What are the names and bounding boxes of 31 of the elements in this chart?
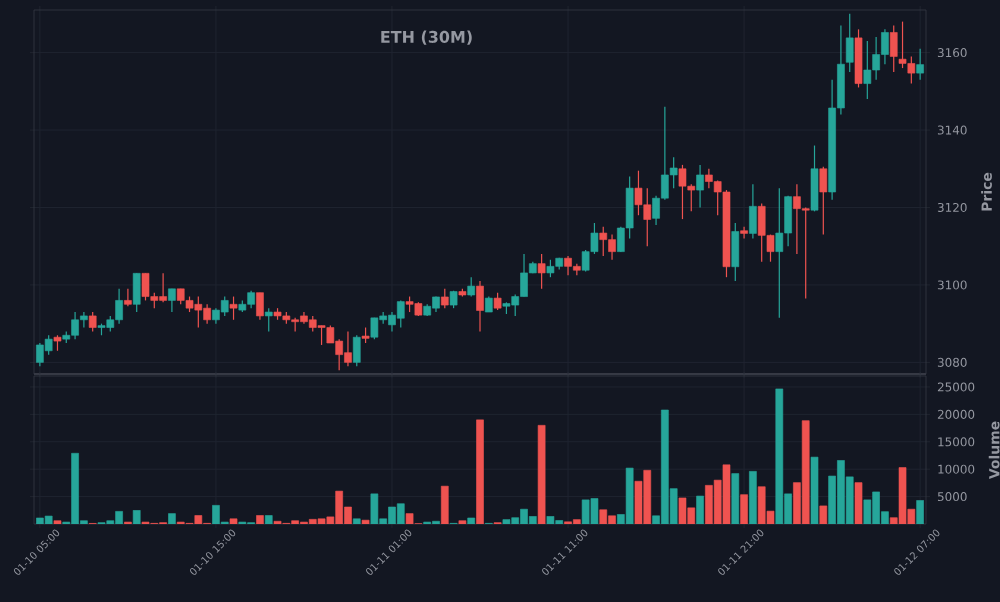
candlestick xyxy=(819,166,828,236)
candlestick xyxy=(854,28,863,89)
candlestick xyxy=(731,222,740,282)
candlestick xyxy=(264,307,273,332)
candlestick xyxy=(440,288,449,309)
candlestick xyxy=(863,40,872,100)
candlestick xyxy=(740,226,748,240)
candlestick xyxy=(141,272,150,302)
candlestick xyxy=(678,164,687,220)
candlestick xyxy=(810,144,819,212)
candlestick xyxy=(132,272,141,313)
candlestick xyxy=(370,317,379,340)
candlestick xyxy=(168,288,176,313)
candlestick xyxy=(256,292,264,321)
candlestick xyxy=(124,288,132,307)
candlestick xyxy=(220,295,229,317)
candlestick xyxy=(476,280,484,332)
candlestick xyxy=(749,183,757,240)
candlestick xyxy=(396,299,405,329)
candlestick xyxy=(696,164,704,209)
candlestick xyxy=(775,187,784,319)
candlestick xyxy=(845,13,854,73)
candlestick xyxy=(916,48,924,81)
candlestick xyxy=(467,276,476,298)
candlestick xyxy=(889,24,898,73)
candlestick xyxy=(599,226,608,257)
candlestick xyxy=(537,253,546,290)
candlestick xyxy=(229,295,238,321)
candlestick xyxy=(88,311,97,332)
candlestick xyxy=(352,334,361,367)
candlestick xyxy=(634,170,643,216)
